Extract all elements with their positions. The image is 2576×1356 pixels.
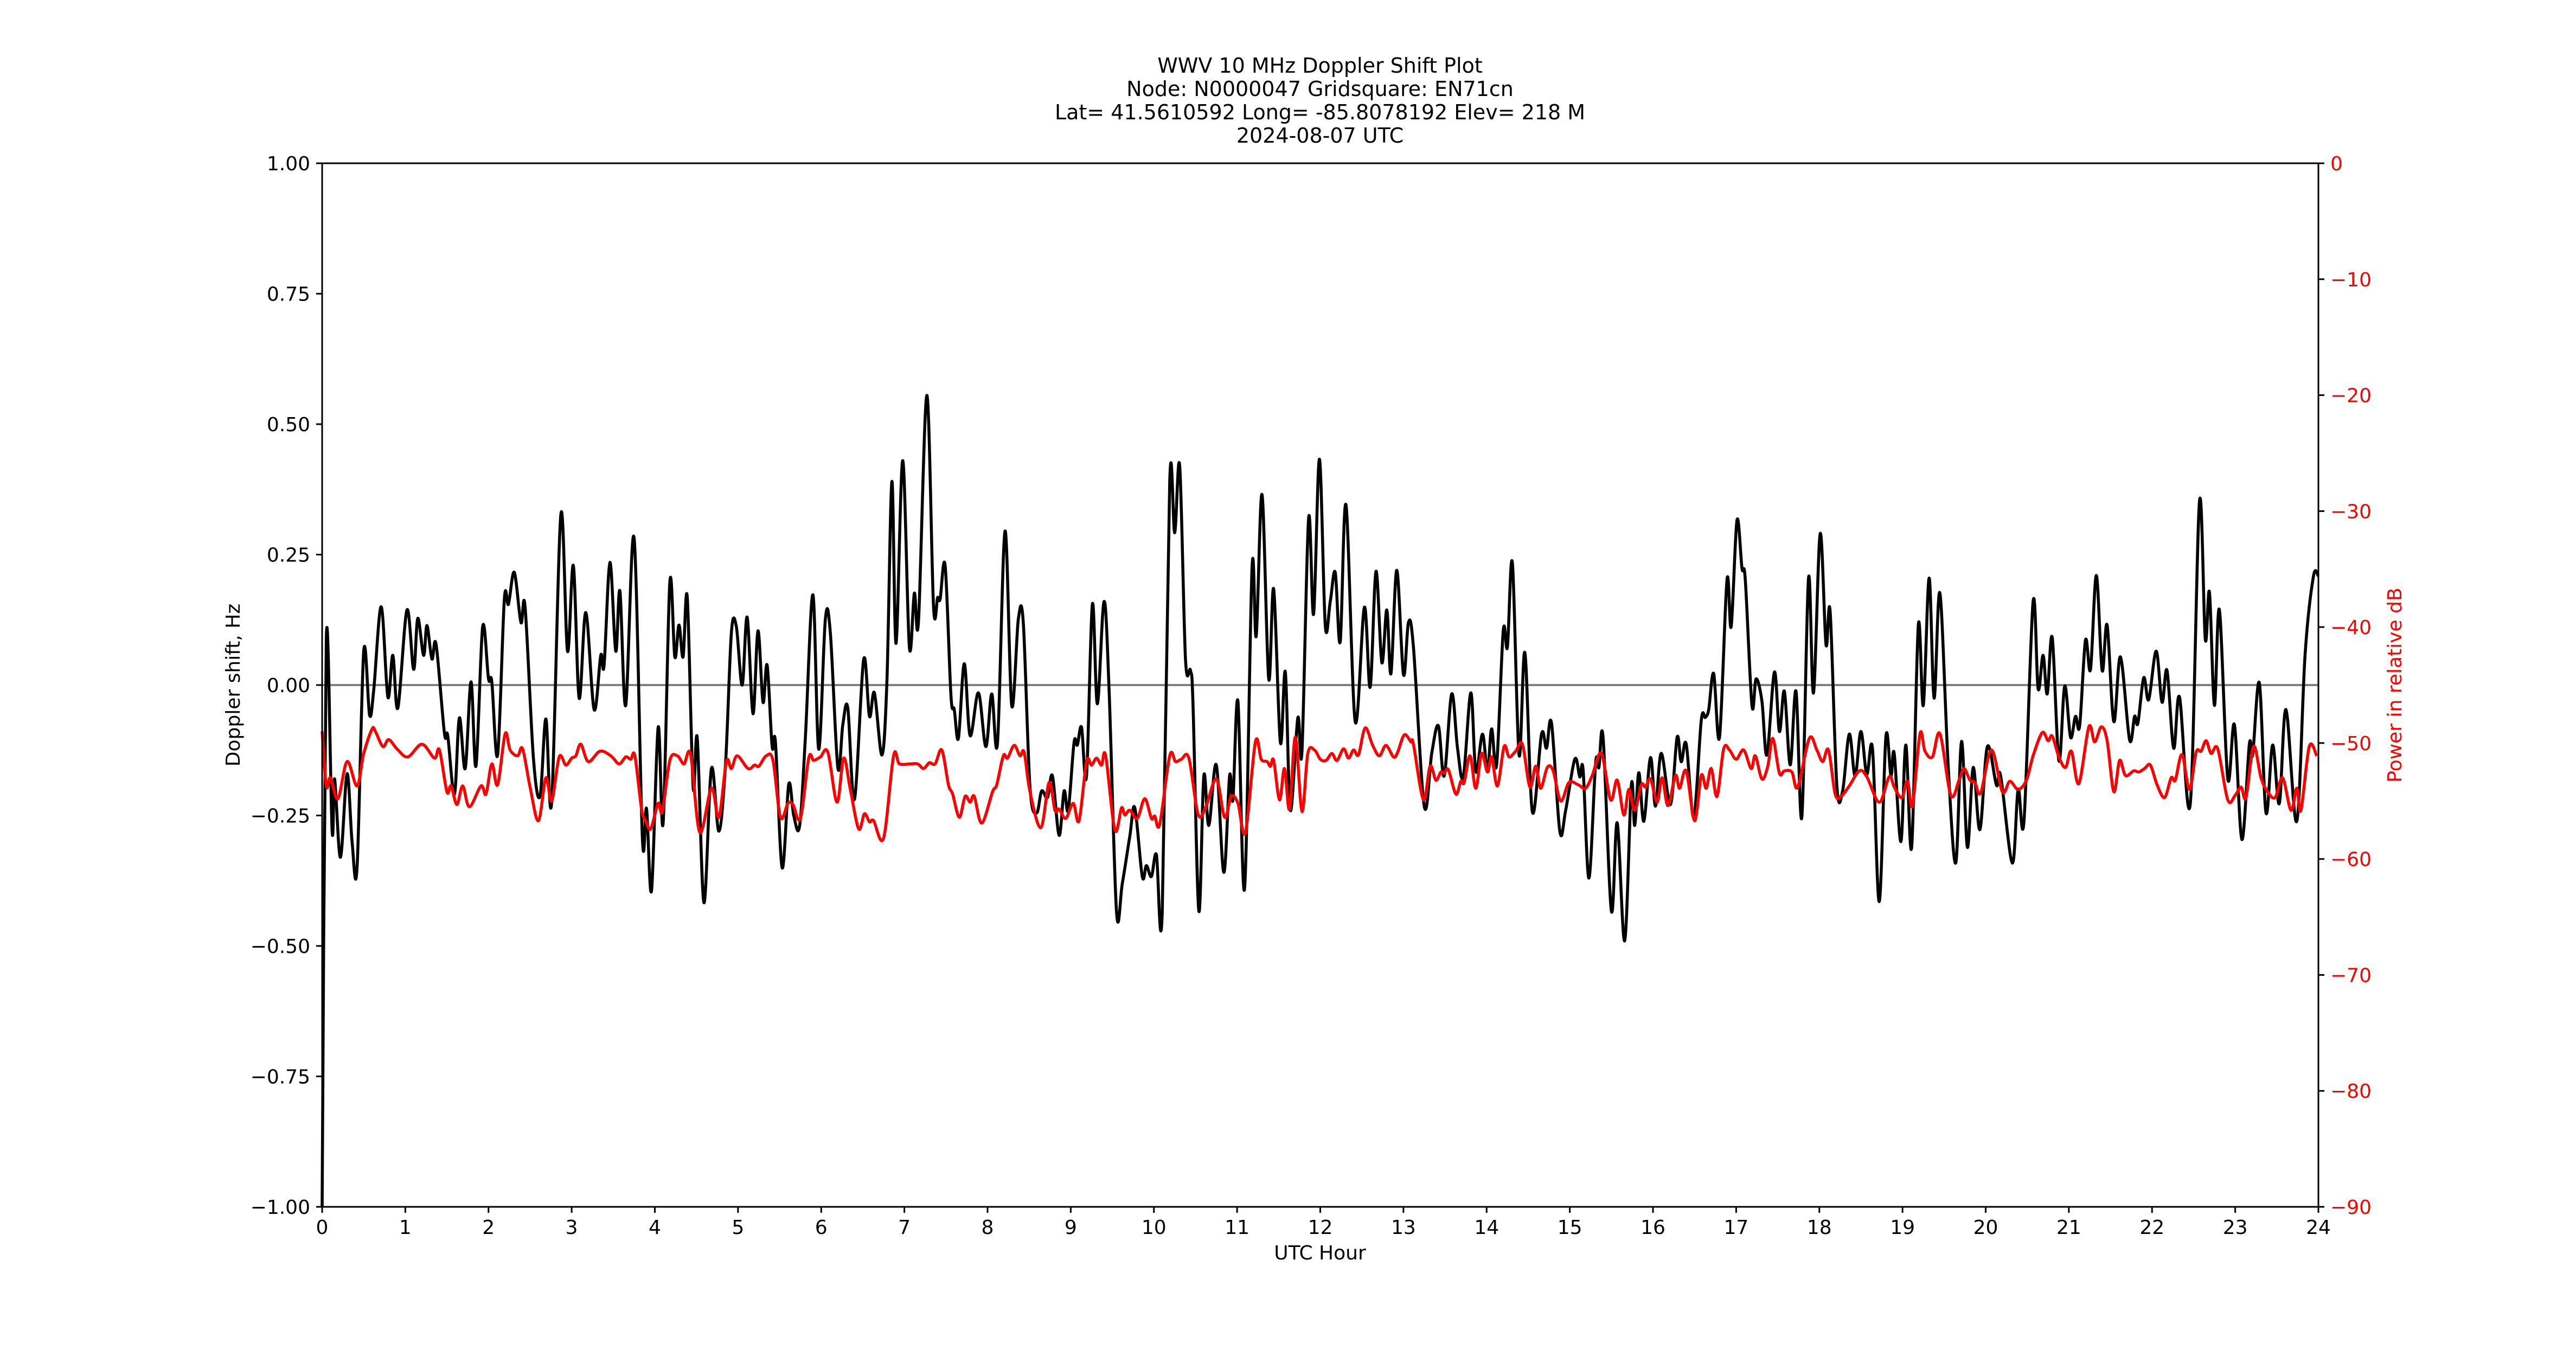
power-series-line [321,724,2318,842]
y2-tick-label: −70 [2330,964,2372,987]
x-tick-label: 22 [2139,1217,2164,1239]
y-tick-label: 0.00 [267,675,310,697]
x-tick-label: 9 [1065,1217,1077,1239]
y-tick-label: −0.50 [251,936,310,958]
chart-title: WWV 10 MHz Doppler Shift Plot Node: N000… [0,54,2576,148]
y-tick-label: −1.00 [251,1197,310,1219]
doppler-series-line [321,394,2320,1207]
x-tick-label: 7 [898,1217,911,1239]
x-tick-label: 5 [732,1217,744,1239]
x-axis-label: UTC Hour [1274,1242,1366,1264]
title-line-4: 2024-08-07 UTC [1236,124,1404,148]
y2-tick-label: −50 [2330,733,2372,755]
x-tick-label: 19 [1890,1217,1915,1239]
x-tick-label: 6 [815,1217,828,1239]
y2-tick-label: −10 [2330,269,2372,291]
y-tick-label: 1.00 [267,153,310,175]
y-tick-label: 0.25 [267,545,310,567]
x-tick-label: 10 [1142,1217,1167,1239]
x-tick-label: 23 [2223,1217,2248,1239]
x-tick-label: 2 [482,1217,495,1239]
axes-layer: 0 1 2 3 4 5 6 7 8 9 10 11 12 13 14 15 16 17 18 19 20 21 22 23 24… [251,153,2372,1239]
x-tick-label: 17 [1723,1217,1748,1239]
y2-axis-label: Power in relative dB [2384,587,2406,782]
x-tick-label: 0 [316,1217,329,1239]
x-tick-label: 18 [1807,1217,1832,1239]
y-tick-label: −0.25 [251,805,310,828]
x-tick-label: 21 [2056,1217,2081,1239]
y2-tick-label: −60 [2330,849,2372,871]
y-tick-label: −0.75 [251,1066,310,1089]
x-tick-label: 16 [1641,1217,1665,1239]
x-tick-label: 12 [1308,1217,1333,1239]
title-line-2: Node: N0000047 Gridsquare: EN71cn [1126,77,1514,101]
y2-tick-label: −40 [2330,617,2372,639]
x-tick-label: 4 [649,1217,661,1239]
x-tick-label: 20 [1973,1217,1998,1239]
x-tick-label: 3 [566,1217,578,1239]
series-layer [321,394,2320,1207]
x-tick-label: 11 [1225,1217,1249,1239]
y2-tick-label: −80 [2330,1080,2372,1103]
y2-tick-label: −20 [2330,385,2372,407]
x-tick-label: 13 [1391,1217,1416,1239]
y2-tick-label: −90 [2330,1197,2372,1219]
x-tick-label: 1 [399,1217,412,1239]
title-line-3: Lat= 41.5610592 Long= -85.8078192 Elev= … [1054,100,1586,124]
x-tick-label: 14 [1474,1217,1499,1239]
x-tick-label: 15 [1558,1217,1582,1239]
y-tick-label: 0.50 [267,414,310,436]
y-axis-label: Doppler shift, Hz [222,604,245,766]
x-tick-label: 24 [2306,1217,2331,1239]
x-tick-label: 8 [982,1217,994,1239]
title-line-1: WWV 10 MHz Doppler Shift Plot [1157,54,1483,78]
y2-tick-label: −30 [2330,501,2372,523]
y2-tick-label: 0 [2330,153,2343,175]
y-tick-label: 0.75 [267,284,310,306]
